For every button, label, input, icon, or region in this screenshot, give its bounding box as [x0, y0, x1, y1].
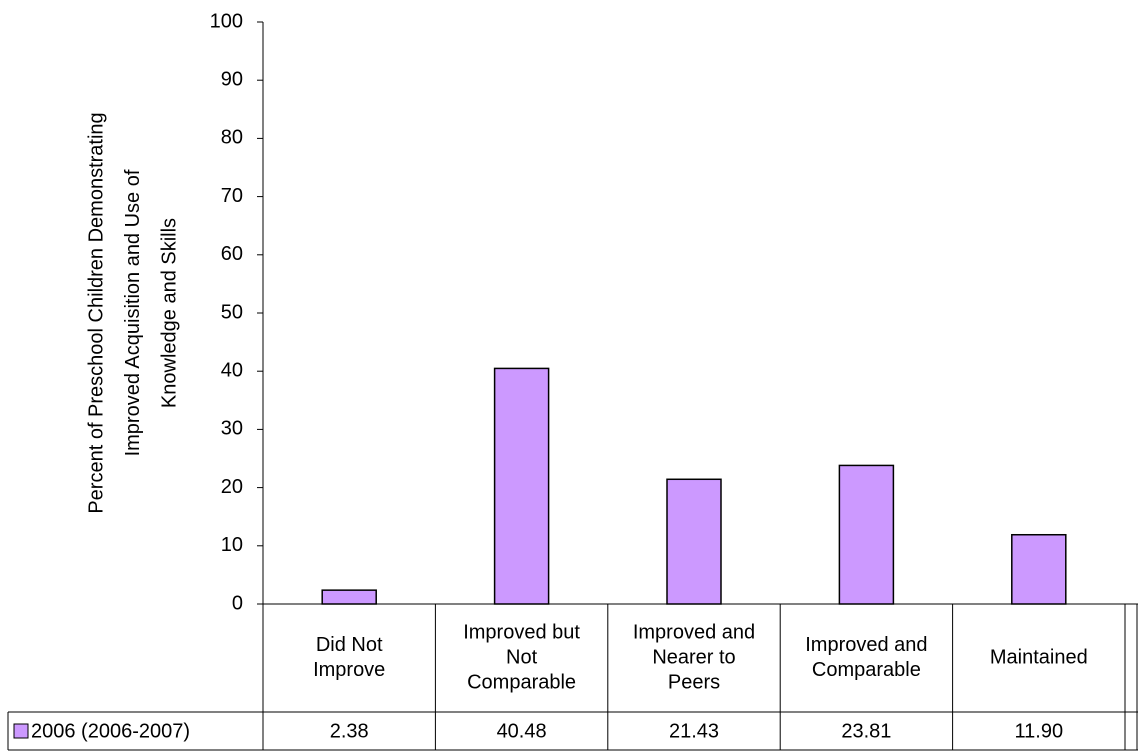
- x-tick-label: Comparable: [812, 659, 921, 681]
- y-tick-label: 100: [210, 10, 243, 32]
- y-tick-label: 0: [232, 592, 243, 614]
- y-tick-label: 10: [221, 534, 243, 556]
- y-tick-label: 60: [221, 243, 243, 265]
- legend-label: 2006 (2006-2007): [31, 720, 190, 742]
- y-tick-label: 70: [221, 185, 243, 207]
- x-tick-label: Improve: [313, 659, 385, 681]
- x-tick-label: Maintained: [990, 646, 1088, 668]
- y-tick-label: 20: [221, 476, 243, 498]
- table-value: 23.81: [841, 720, 891, 742]
- x-tick-label: Did Not: [316, 634, 383, 656]
- legend-swatch: [13, 723, 29, 739]
- bar: [321, 589, 377, 605]
- table-value: 11.90: [1015, 720, 1064, 742]
- y-tick-label: 40: [221, 359, 243, 381]
- x-tick-label: Improved but: [463, 621, 580, 643]
- bar: [838, 464, 895, 605]
- y-tick-label: 30: [221, 418, 243, 440]
- table-value: 40.48: [497, 720, 547, 742]
- bar: [493, 367, 550, 605]
- x-tick-label: Not: [506, 646, 538, 668]
- y-tick-label: 80: [221, 127, 243, 149]
- x-tick-label: Improved and: [633, 621, 755, 643]
- bar: [1011, 533, 1067, 605]
- x-tick-label: Improved and: [805, 634, 927, 656]
- x-tick-label: Nearer to: [652, 646, 735, 668]
- y-axis-label: Improved Acquisition and Use of: [122, 169, 144, 456]
- table-value: 21.43: [669, 720, 719, 742]
- x-tick-label: Peers: [668, 671, 720, 693]
- y-tick-label: 50: [221, 301, 243, 323]
- y-axis-label: Knowledge and Skills: [158, 218, 180, 408]
- bar: [666, 478, 722, 605]
- x-tick-label: Comparable: [467, 671, 576, 693]
- table-value: 2.38: [330, 720, 369, 742]
- y-axis-label: Percent of Preschool Children Demonstrat…: [85, 112, 107, 513]
- y-tick-label: 90: [221, 68, 243, 90]
